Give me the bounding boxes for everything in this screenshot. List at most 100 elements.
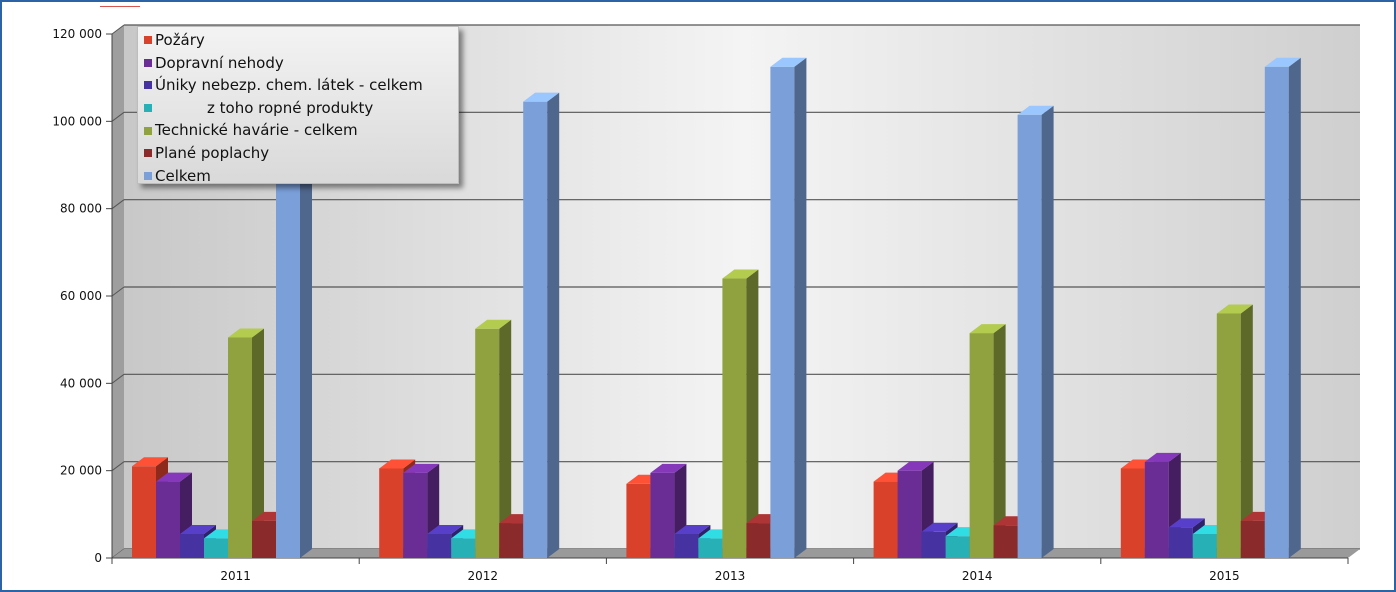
bar-front (1120, 468, 1145, 558)
bar-front (276, 130, 300, 559)
legend-item: Technické havárie - celkem (144, 119, 458, 142)
bar-side (499, 319, 512, 558)
x-tick-label: 2011 (220, 569, 251, 583)
gridline-depth (111, 111, 125, 122)
y-tick-label: 20 000 (60, 464, 102, 478)
legend-item: Požáry (144, 29, 458, 52)
bar-front (132, 466, 156, 558)
legend-label: z toho ropné produkty (207, 98, 374, 117)
bar-side (547, 92, 560, 558)
bar-side (746, 269, 759, 558)
bar-front (873, 481, 898, 558)
bar-top (403, 463, 440, 473)
legend-item: Celkem (144, 165, 458, 188)
bar-front (1168, 527, 1193, 558)
bar-front (969, 333, 994, 558)
bar-top (650, 463, 687, 473)
gridline-depth (111, 373, 125, 384)
bar-front (1017, 114, 1042, 559)
bar-2015-6 (1264, 57, 1301, 558)
bar-side (252, 328, 264, 558)
bar-front (523, 101, 548, 558)
bar-2012-4 (475, 319, 512, 558)
legend-label: Dopravní nehody (155, 53, 284, 72)
bar-2014-4 (969, 324, 1006, 558)
legend-label: Technické havárie - celkem (155, 121, 358, 140)
bar-side (1240, 304, 1253, 558)
bar-front (252, 520, 276, 558)
bar-front (403, 472, 428, 558)
x-tick-label: 2015 (1209, 569, 1240, 583)
gridline-depth (111, 461, 125, 472)
bar-top (379, 459, 416, 469)
bar-2013-4 (722, 269, 759, 558)
y-tick-label: 40 000 (60, 376, 102, 390)
bar-top (1168, 518, 1205, 528)
bar-front (770, 66, 795, 558)
x-tick-label: 2014 (962, 569, 993, 583)
bar-2015-4 (1216, 304, 1253, 558)
legend-label: Úniky nebezp. chem. látek - celkem (155, 76, 423, 95)
bar-front (626, 483, 651, 558)
legend-swatch (144, 104, 152, 113)
bar-side (1288, 57, 1301, 558)
gridline-depth (111, 286, 125, 297)
gridline-depth (111, 199, 125, 210)
bar-front (379, 468, 404, 558)
bar-front (156, 481, 180, 558)
bar-top (228, 328, 264, 338)
y-tick-label: 60 000 (60, 289, 102, 303)
bar-top (180, 524, 216, 534)
legend-swatch (144, 58, 152, 67)
bar-top (523, 92, 560, 102)
y-tick-label: 80 000 (60, 202, 102, 216)
bar-top (897, 461, 934, 471)
legend-label: Požáry (155, 31, 205, 49)
legend-item: z toho ropné produkty (144, 97, 458, 120)
y-tick-label: 100 000 (52, 114, 102, 128)
bar-2011-6 (276, 121, 312, 559)
bar-side (300, 121, 312, 559)
legend-item: Úniky nebezp. chem. látek - celkem (144, 74, 458, 97)
legend-swatch (144, 171, 152, 180)
bar-side (1041, 105, 1054, 559)
legend-swatch (144, 126, 152, 135)
bar-front (746, 523, 771, 558)
legend-item: Plané poplachy (144, 142, 458, 165)
bar-side (794, 57, 807, 558)
chart-legend: Požáry Dopravní nehody Úniky nebezp. chem.… (137, 26, 459, 185)
bar-top (770, 57, 807, 67)
bar-top (722, 269, 759, 279)
bar-top (674, 524, 711, 534)
y-tick-label: 120 000 (52, 27, 102, 41)
bar-top (475, 319, 512, 329)
bar-side (993, 324, 1006, 558)
bar-front (650, 472, 675, 558)
bar-front (945, 536, 970, 558)
bar-2012-6 (523, 92, 560, 558)
bar-front (1192, 533, 1217, 558)
bar-front (993, 525, 1018, 558)
x-tick-label: 2013 (715, 569, 746, 583)
bar-2013-6 (770, 57, 807, 558)
gridline-depth (111, 24, 125, 35)
bar-2011-1 (156, 472, 192, 558)
legend-swatch (144, 149, 152, 158)
y-tick-label: 0 (94, 551, 102, 565)
bar-front (1264, 66, 1289, 558)
bar-front (1240, 520, 1265, 558)
bar-front (204, 538, 228, 558)
bar-front (451, 538, 476, 558)
bar-top (969, 324, 1006, 334)
bar-top (1017, 105, 1054, 115)
bar-front (921, 531, 946, 558)
bar-front (674, 533, 699, 558)
x-tick-label: 2012 (468, 569, 499, 583)
bar-top (921, 522, 958, 532)
bar-top (156, 472, 192, 482)
bar-top (132, 457, 168, 467)
top-decoration (100, 0, 140, 7)
legend-label: Celkem (155, 166, 211, 185)
bar-front (228, 337, 252, 558)
